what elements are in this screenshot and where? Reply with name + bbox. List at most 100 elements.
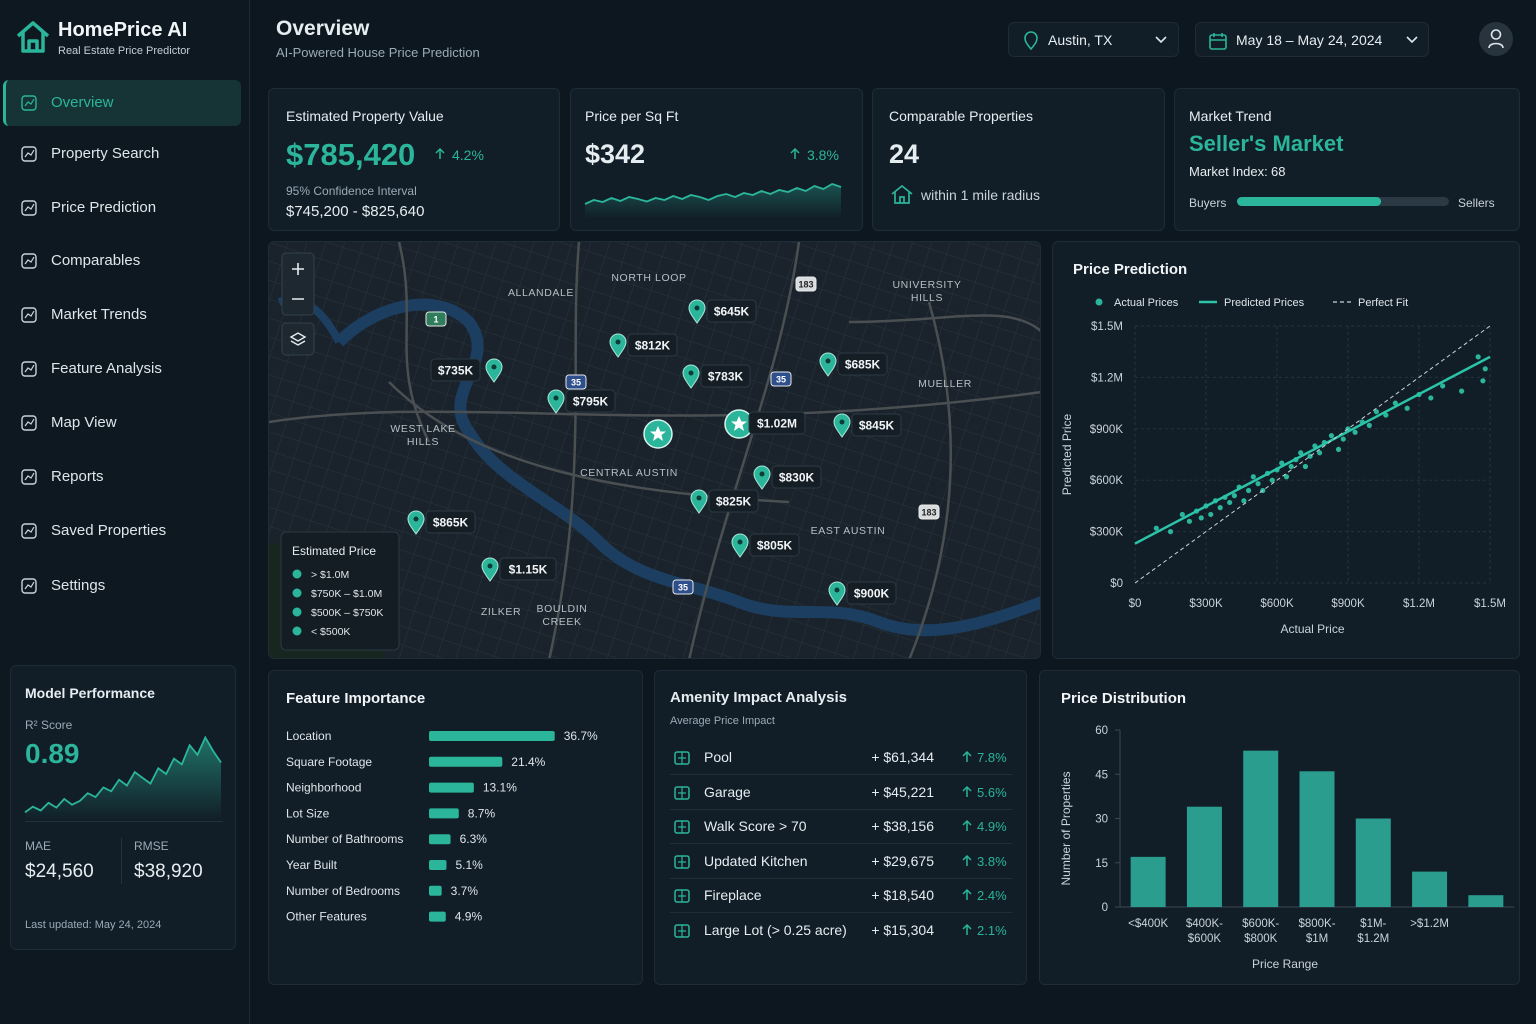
data-point <box>1317 450 1323 456</box>
bar <box>429 782 474 793</box>
kpi-change: 3.8% <box>807 147 839 163</box>
up-arrow <box>790 147 800 159</box>
icon-shape <box>24 310 35 319</box>
shield <box>425 311 447 327</box>
icon-shape <box>678 786 686 799</box>
pin-label-bg <box>708 489 759 513</box>
nav-item[interactable]: Overview <box>51 94 114 111</box>
icon-shape <box>1406 36 1418 44</box>
y-axis-label: Number of Properties <box>1059 771 1073 885</box>
data-point <box>1383 412 1389 418</box>
data-point <box>1217 505 1223 511</box>
data-point <box>1153 525 1159 531</box>
pin-label-bg <box>425 510 476 534</box>
kpi-change: 4.2% <box>452 147 484 163</box>
nav-item[interactable]: Property Search <box>51 145 160 162</box>
legend-label: Predicted Prices <box>1224 297 1305 309</box>
chart-title: Price Prediction <box>1073 261 1187 278</box>
kpi-card: Market Trend Seller's Market Market Index:… <box>1174 88 1520 231</box>
highway <box>397 242 431 443</box>
bar-category: Square Footage <box>286 755 372 769</box>
highway <box>848 314 1040 333</box>
nav-icon <box>21 95 37 111</box>
bar <box>429 808 459 819</box>
nav-item[interactable]: Price Prediction <box>51 199 157 216</box>
model-card: Model Performance R² Score 0.89 MAE $24,560 R… <box>10 665 236 950</box>
icon-shape <box>678 821 686 833</box>
pin-label-bg <box>565 389 616 413</box>
card-title: Amenity Impact Analysis <box>670 689 848 706</box>
kpi-card: Price per Sq Ft $342 3.8% <box>570 88 863 231</box>
amenity-value: + $61,344 <box>871 749 934 765</box>
icon-shape <box>24 203 35 212</box>
icon-shape <box>21 146 37 162</box>
card-subtitle: Average Price Impact <box>670 715 775 727</box>
map-card: NORTH LOOP ALLANDALE UNIVERSITY HILLS MUELLE… <box>268 241 1041 659</box>
bar-value-label: 3.7% <box>451 884 479 898</box>
x-tick-label: $1M- <box>1360 918 1386 930</box>
kpi-value: 24 <box>889 139 920 169</box>
icon-shape <box>678 752 686 764</box>
r2-label: R² Score <box>25 718 73 732</box>
data-point <box>1335 446 1342 452</box>
data-point <box>1392 400 1398 406</box>
date-select[interactable]: May 18 – May 24, 2024 <box>1195 22 1429 57</box>
model-trend-area <box>25 737 221 822</box>
amenity-name: Fireplace <box>704 887 762 903</box>
icon-shape <box>21 307 37 323</box>
pin-label-bg <box>846 581 897 605</box>
legend-dot <box>292 569 302 579</box>
nav-item[interactable]: Reports <box>51 468 104 485</box>
chart-card: Price Distribution 0 15 30 45 60 <$400K $400K- $… <box>1039 670 1520 985</box>
chevron <box>1155 36 1167 44</box>
nav-item[interactable]: Saved Properties <box>51 522 167 539</box>
data-point <box>1250 474 1256 480</box>
house <box>16 21 50 53</box>
highway <box>908 301 953 658</box>
pin-label-bg <box>837 352 888 376</box>
icon-shape <box>1210 33 1226 41</box>
pin-label-bg <box>771 465 822 489</box>
layers-icon <box>289 332 307 346</box>
y-tick-label: $0 <box>1110 578 1123 590</box>
nav-item[interactable]: Feature Analysis <box>51 360 162 377</box>
data-point <box>1459 388 1465 394</box>
bar-category: Other Features <box>286 910 367 924</box>
kpi-card: Estimated Property Value $785,420 4.2% 95% … <box>268 88 560 231</box>
model-trend <box>24 735 222 822</box>
r2-value: 0.89 <box>25 738 80 769</box>
pin-dot <box>413 516 419 522</box>
legend-title: Estimated Price <box>292 544 376 558</box>
nav-icon <box>21 523 37 539</box>
legend-item: < $500K <box>311 626 350 638</box>
nav-item[interactable]: Map View <box>51 414 117 431</box>
location-select[interactable]: Austin, TX <box>1008 22 1179 57</box>
nav-icon <box>21 415 37 431</box>
pin <box>828 581 846 606</box>
y-tick-label: 15 <box>1095 858 1108 870</box>
data-point <box>1208 511 1214 518</box>
rmse-value: $38,920 <box>134 861 203 882</box>
x-tick-label: $0 <box>1129 598 1142 610</box>
star <box>650 426 666 441</box>
avatar[interactable] <box>1478 21 1514 57</box>
avatar-icon <box>1488 29 1504 49</box>
x-tick-label: $1.5M <box>1474 598 1506 610</box>
kpi-note: 95% Confidence Interval <box>286 184 417 198</box>
nav-item[interactable]: Settings <box>51 577 106 594</box>
data-point <box>1480 378 1486 384</box>
nav-item[interactable]: Market Trends <box>51 306 147 323</box>
divider <box>25 821 223 822</box>
area-label: BOULDIN <box>537 603 588 615</box>
arrow-icon <box>435 147 445 159</box>
bar-category: Neighborhood <box>286 781 361 795</box>
bar <box>1355 818 1391 907</box>
nav-item[interactable]: Comparables <box>51 252 141 269</box>
kpi-label: Comparable Properties <box>889 108 1033 124</box>
kpi-value: $342 <box>585 139 646 169</box>
x-tick-label: $300K <box>1189 598 1223 610</box>
highway <box>269 391 1040 424</box>
bar-right: Sellers <box>1458 196 1495 210</box>
pin-dot <box>615 339 621 345</box>
y-tick-label: $300K <box>1090 527 1124 539</box>
